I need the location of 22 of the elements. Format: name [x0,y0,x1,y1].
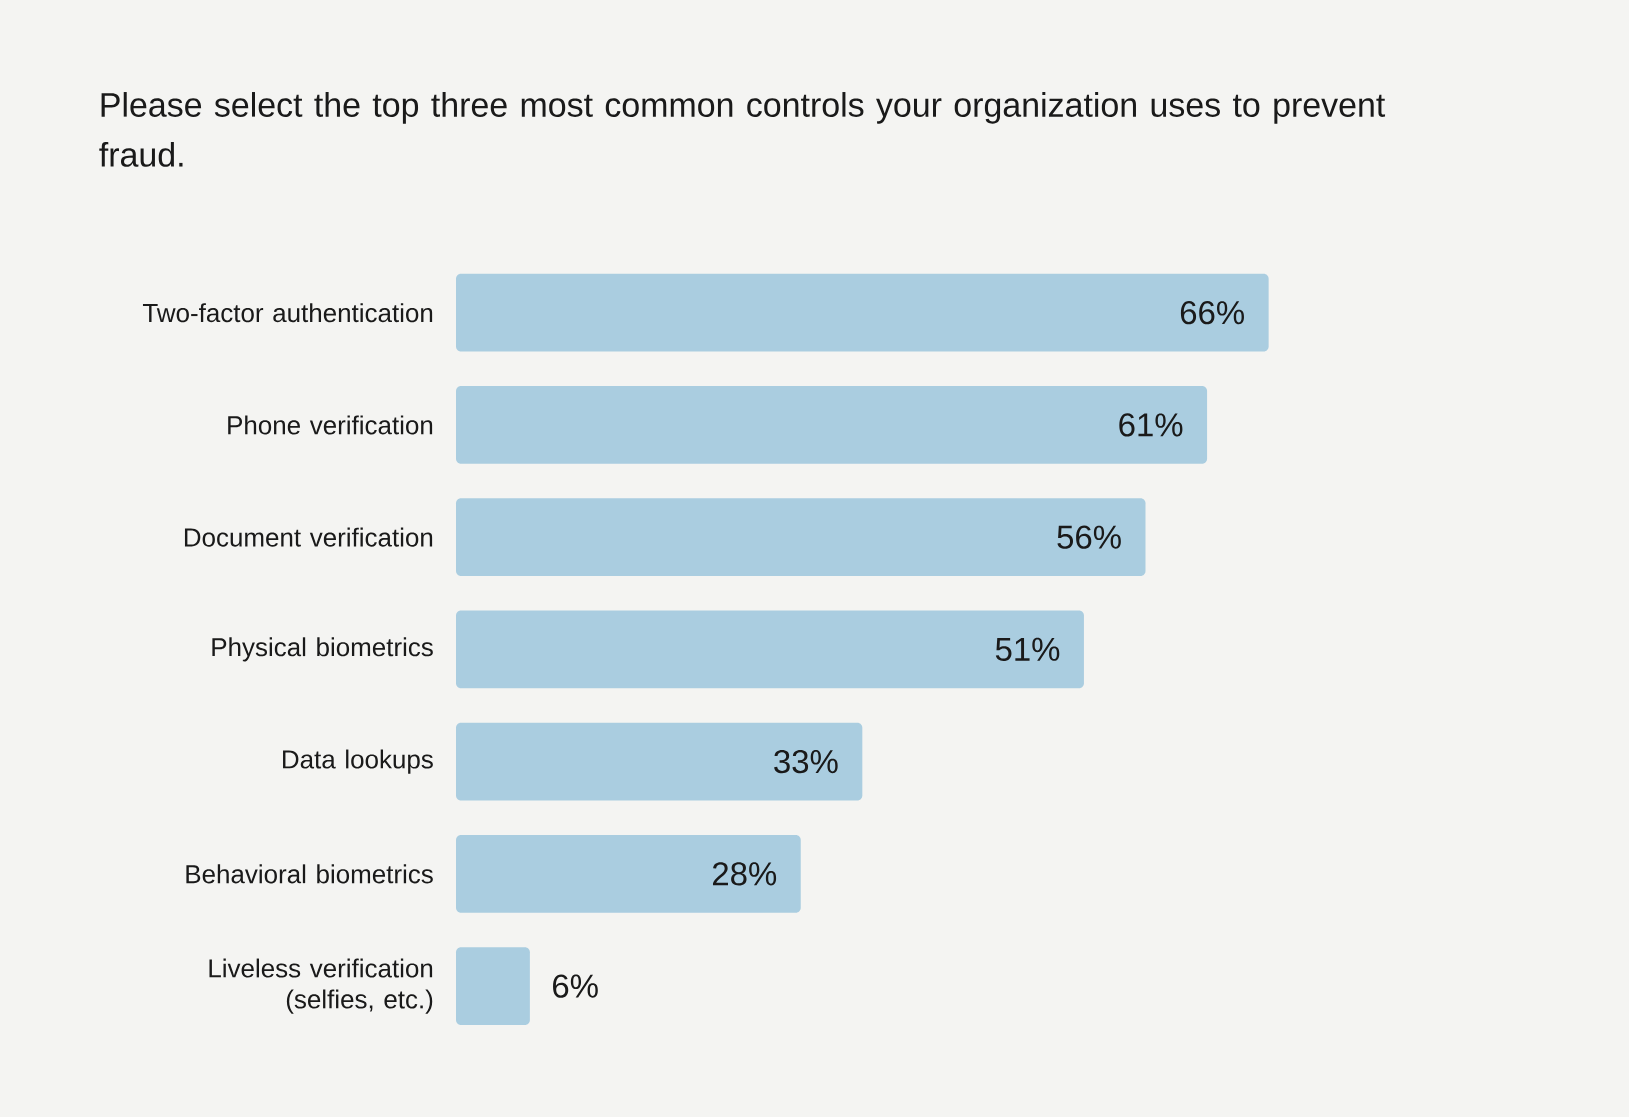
y-tick-label: Phone verification [228,415,433,435]
bar [456,385,1208,464]
bar [456,610,1084,689]
y-tick-label: Document verification [184,527,433,547]
bar [456,947,530,1025]
y-tick-label: Two-factor authentication [142,303,433,323]
chart-title: Please select the top three most common controls your organization uses to prevent fraud. [99,91,1386,167]
data-label: 51% [995,637,1060,661]
bar [456,722,863,801]
data-label: 6% [553,974,598,998]
bar [456,273,1269,352]
data-label: 56% [1057,525,1121,549]
data-label: 61% [1119,413,1183,437]
bar [456,498,1146,577]
y-tick-label: Liveless verification (selfies, etc.) [209,958,433,1014]
y-tick-label: Behavioral biometrics [186,864,433,884]
y-tick-label: Physical biometrics [212,637,433,662]
bar [456,834,801,913]
y-tick-label: Data lookups [283,749,433,774]
data-label: 66% [1180,300,1244,325]
data-label: 33% [774,749,838,774]
data-label: 28% [712,862,777,886]
